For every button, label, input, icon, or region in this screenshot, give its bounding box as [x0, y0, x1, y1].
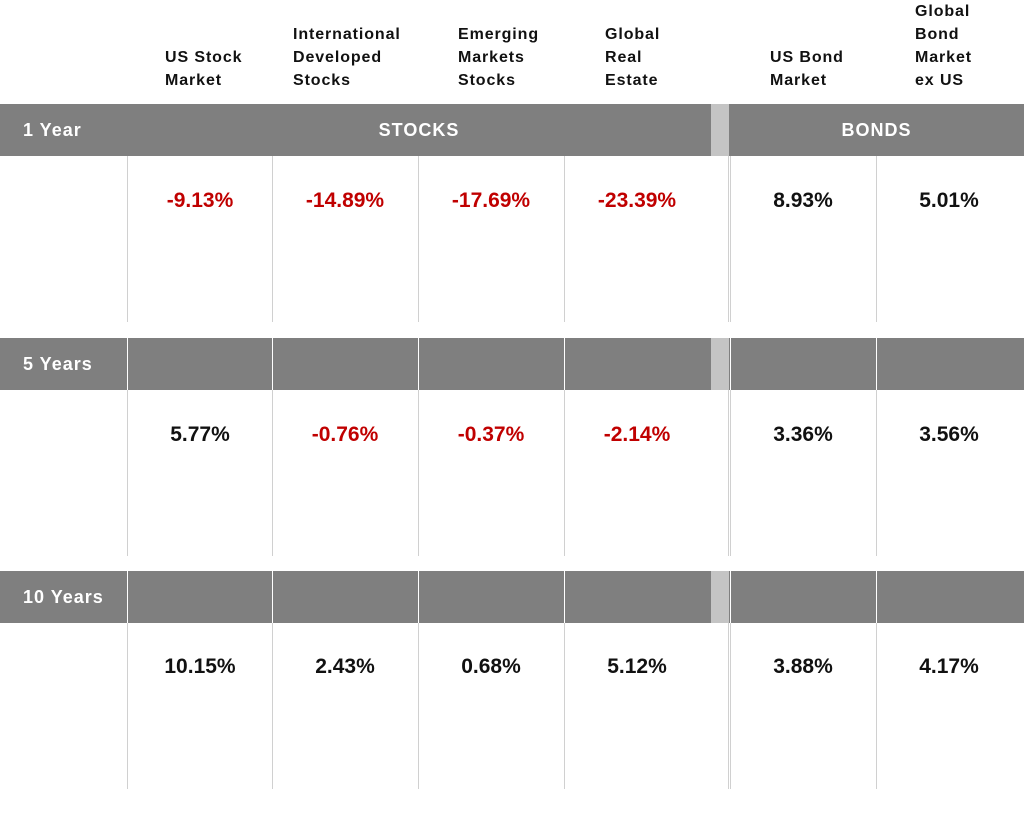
group-gap — [711, 338, 729, 390]
period-label: 5 Years — [23, 354, 93, 374]
value-cell: 4.17% — [919, 655, 979, 678]
column-header: US Bond Market — [770, 49, 844, 89]
value-cell: -0.76% — [311, 423, 379, 446]
value-cell: 3.56% — [919, 423, 979, 446]
band-separator — [272, 571, 273, 623]
cell-separator — [876, 623, 877, 789]
row-band-stocks — [0, 571, 711, 623]
cell-separator — [564, 156, 565, 322]
period-label: 1 Year — [23, 120, 82, 140]
value-cell: -9.13% — [166, 189, 234, 212]
value-cell: 2.43% — [315, 655, 375, 678]
cell-separator — [272, 156, 273, 322]
cell-separator — [418, 623, 419, 789]
band-separator — [418, 338, 419, 390]
cell-separator — [272, 390, 273, 556]
value-cell: 8.93% — [773, 189, 833, 212]
value-cell: -14.89% — [305, 189, 385, 212]
group-label-bonds: BONDS — [841, 120, 912, 140]
value-cell: 3.88% — [773, 655, 833, 678]
band-separator — [127, 338, 128, 390]
cell-separator — [564, 623, 565, 789]
band-separator — [418, 571, 419, 623]
cell-separator — [728, 623, 729, 789]
cell-separator — [730, 623, 731, 789]
group-label-stocks: STOCKS — [378, 120, 460, 140]
band-separator — [730, 571, 731, 623]
cell-separator — [876, 156, 877, 322]
band-separator — [564, 338, 565, 390]
column-header: Global Bond Market ex US — [915, 3, 972, 89]
cell-separator — [728, 156, 729, 322]
cell-separator — [272, 623, 273, 789]
cell-separator — [564, 390, 565, 556]
group-gap — [711, 104, 729, 156]
column-header: International Developed Stocks — [293, 26, 401, 89]
band-separator — [564, 571, 565, 623]
cell-separator — [418, 156, 419, 322]
cell-separator — [730, 156, 731, 322]
value-cell: 10.15% — [164, 655, 236, 678]
value-cell: 3.36% — [773, 423, 833, 446]
band-separator — [876, 571, 877, 623]
value-cell: 5.77% — [170, 423, 230, 446]
value-cell: -2.14% — [603, 423, 671, 446]
value-cell: 5.12% — [607, 655, 667, 678]
band-separator — [272, 338, 273, 390]
value-cell: -0.37% — [457, 423, 525, 446]
value-cell: -17.69% — [451, 189, 531, 212]
cell-separator — [127, 390, 128, 556]
cell-separator — [876, 390, 877, 556]
group-gap — [711, 571, 729, 623]
column-header: Emerging Markets Stocks — [458, 26, 539, 89]
row-band-bonds — [729, 104, 1024, 156]
cell-separator — [418, 390, 419, 556]
row-band-stocks — [0, 104, 711, 156]
row-band-stocks — [0, 338, 711, 390]
cell-separator — [730, 390, 731, 556]
column-header: Global Real Estate — [605, 26, 661, 89]
band-separator — [730, 338, 731, 390]
cell-separator — [728, 390, 729, 556]
cell-separator — [127, 623, 128, 789]
column-header: US Stock Market — [165, 49, 243, 89]
band-separator — [876, 338, 877, 390]
period-label: 10 Years — [23, 587, 104, 607]
value-cell: -23.39% — [597, 189, 677, 212]
cell-separator — [127, 156, 128, 322]
value-cell: 5.01% — [919, 189, 979, 212]
value-cell: 0.68% — [461, 655, 521, 678]
band-separator — [127, 571, 128, 623]
